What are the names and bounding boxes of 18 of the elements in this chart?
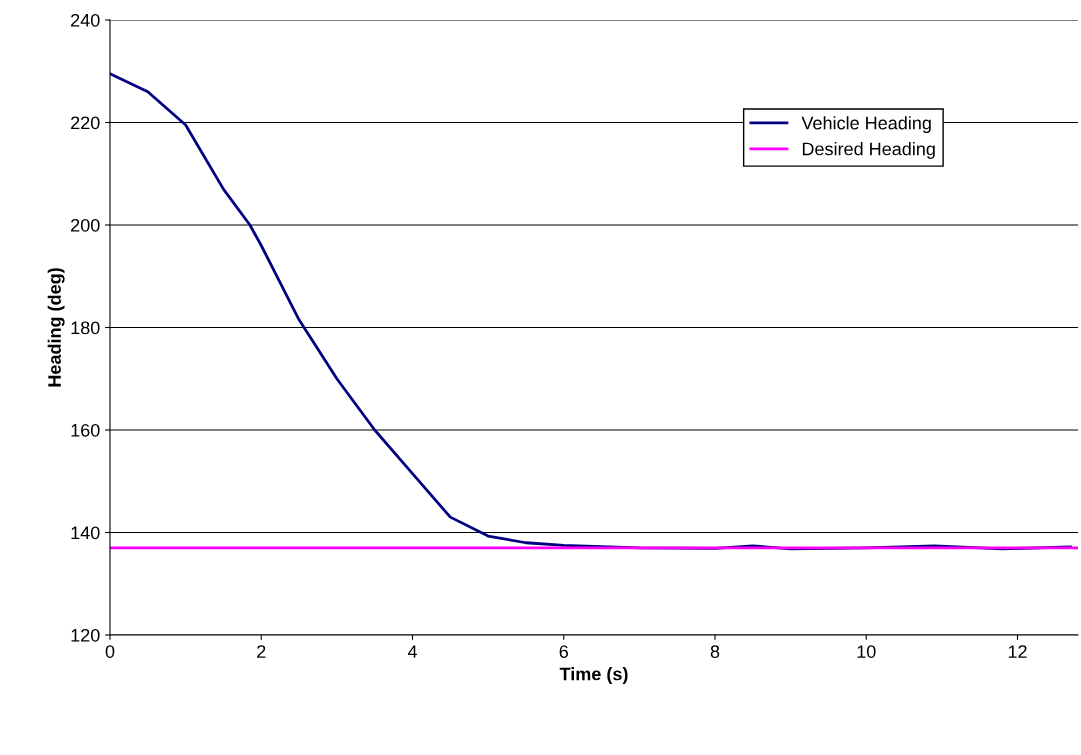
y-tick-label: 180 bbox=[71, 321, 100, 335]
x-tick-label: 6 bbox=[559, 645, 568, 658]
x-tick-label: 2 bbox=[257, 645, 266, 658]
x-tick-label: 8 bbox=[710, 645, 720, 658]
legend-label: Vehicle Heading bbox=[801, 116, 931, 134]
y-tick-label: 160 bbox=[71, 423, 100, 437]
y-tick-label: 140 bbox=[71, 526, 100, 540]
x-tick-label: 0 bbox=[105, 645, 115, 658]
x-tick-label: 10 bbox=[857, 645, 876, 658]
x-tick-label: 4 bbox=[407, 645, 417, 658]
y-tick-label: 240 bbox=[71, 13, 100, 27]
x-tick-label: 12 bbox=[1008, 645, 1027, 658]
x-axis-title: Time (s) bbox=[559, 667, 628, 684]
legend-label: Desired Heading bbox=[802, 142, 935, 159]
y-tick-label: 220 bbox=[71, 116, 100, 130]
y-tick-label: 200 bbox=[71, 218, 100, 232]
y-tick-label: 120 bbox=[71, 628, 100, 642]
y-axis-title: Heading (deg) bbox=[47, 268, 65, 387]
